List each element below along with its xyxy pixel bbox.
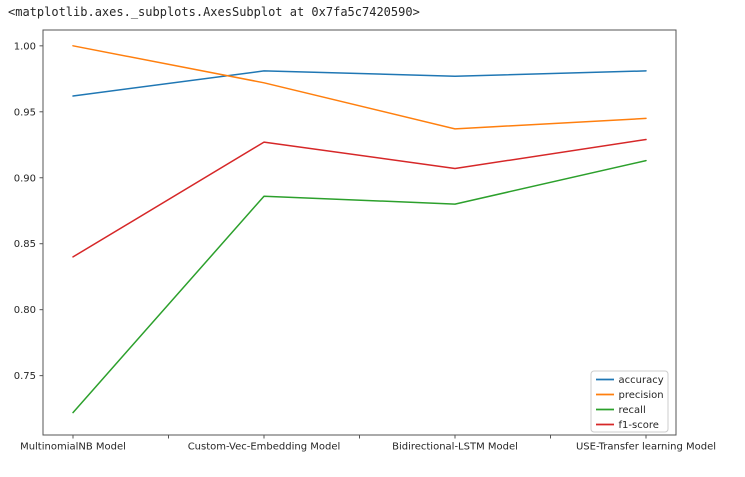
legend-label-recall: recall: [619, 405, 646, 416]
x-axis-tick-label: Custom-Vec-Embedding Model: [188, 442, 341, 453]
series-line-precision: [72, 45, 647, 130]
series-line-recall: [72, 159, 647, 414]
legend-label-accuracy: accuracy: [619, 375, 664, 386]
x-axis-tick-label: USE-Transfer learning Model: [576, 442, 716, 453]
y-axis-tick-label: 1.00: [14, 41, 36, 52]
plot-frame: [42, 29, 677, 436]
legend-box: [590, 370, 669, 433]
series-line-f1-score: [72, 138, 647, 258]
legend-label-f1-score: f1-score: [619, 420, 659, 431]
legend-label-precision: precision: [619, 390, 664, 401]
console-repr-text: <matplotlib.axes._subplots.AxesSubplot a…: [8, 5, 420, 19]
y-axis-tick-label: 0.75: [14, 371, 36, 382]
y-axis-tick-label: 0.80: [14, 305, 36, 316]
series-line-accuracy: [72, 70, 647, 97]
y-axis-tick-label: 0.95: [14, 107, 36, 118]
y-axis-tick-label: 0.90: [14, 173, 36, 184]
x-axis-tick-label: MultinomialNB Model: [20, 442, 126, 453]
x-axis-tick-label: Bidirectional-LSTM Model: [392, 442, 518, 453]
y-axis-tick-label: 0.85: [14, 239, 36, 250]
